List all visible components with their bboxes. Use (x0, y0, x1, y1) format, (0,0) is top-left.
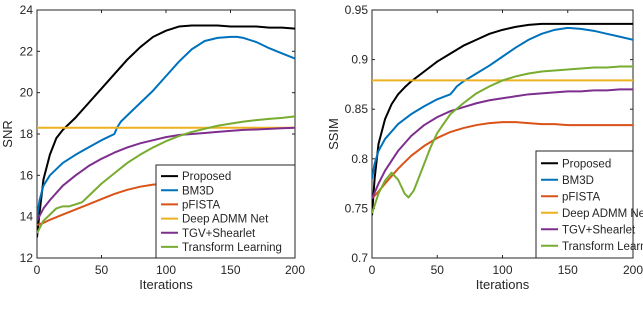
series-line-bm3d (372, 26, 633, 179)
legend-entry: Transform Learning (562, 241, 643, 253)
legend-entry: Proposed (562, 158, 611, 170)
x-tick-label: 0 (369, 263, 376, 277)
series-line-transform-learning (372, 65, 633, 214)
y-tick-label: 12 (20, 251, 34, 265)
legend-entry: BM3D (182, 185, 214, 197)
y-tick-label: 16 (20, 168, 34, 182)
y-tick-label: 0.7 (351, 251, 368, 265)
y-tick-label: 22 (20, 44, 34, 58)
x-tick-label: 0 (34, 263, 41, 277)
x-axis-label: Iterations (139, 277, 193, 292)
ssim-chart: 0 50 100 150 200 0.7 0.75 0.8 0.85 0.9 0.95 Iterati… (326, 3, 643, 292)
y-tick-label: 14 (20, 210, 34, 224)
y-tick-label: 0.85 (345, 102, 369, 116)
series-line-pfista (372, 121, 633, 200)
snr-series-group (37, 24, 295, 238)
legend-entry: pFISTA (182, 199, 220, 211)
legend-entry: TGV+Shearlet (182, 228, 256, 240)
x-tick-label: 50 (95, 263, 109, 277)
y-tick-label: 18 (20, 127, 34, 141)
x-tick-label: 150 (558, 263, 578, 277)
legend-entry: BM3D (562, 175, 594, 187)
y-tick-label: 20 (20, 86, 34, 100)
y-tick-label: 0.75 (345, 201, 369, 215)
x-axis-label: Iterations (476, 277, 530, 292)
x-tick-label: 150 (220, 263, 240, 277)
legend-entry: Deep ADMM Net (182, 214, 269, 226)
y-axis-label: SSIM (326, 118, 341, 150)
series-line-tgv-shearlet (372, 88, 633, 199)
legend-box (155, 164, 296, 259)
series-line-proposed (37, 24, 295, 238)
x-tick-label: 200 (623, 263, 643, 277)
legend-entry: pFISTA (562, 191, 600, 203)
y-tick-label: 24 (20, 3, 34, 17)
ssim-series-group (372, 22, 633, 216)
series-line-transform-learning (37, 115, 295, 234)
series-line-tgv-shearlet (37, 126, 295, 222)
series-line-proposed (372, 22, 633, 216)
series-line-bm3d (37, 35, 295, 217)
x-tick-label: 100 (492, 263, 512, 277)
y-tick-label: 0.95 (345, 3, 369, 17)
x-tick-label: 50 (431, 263, 445, 277)
y-tick-label: 0.9 (351, 53, 368, 67)
snr-legend: Proposed BM3D pFISTA Deep ADMM Net TGV+Shear… (155, 164, 296, 259)
x-tick-label: 200 (285, 263, 305, 277)
legend-box (535, 150, 634, 259)
snr-chart: 0 50 100 150 200 12 14 16 18 20 22 24 Iterations SNR P… (0, 3, 305, 292)
legend-entry: TGV+Shearlet (562, 224, 636, 236)
legend-entry: Proposed (182, 171, 231, 183)
y-axis-label: SNR (0, 120, 15, 147)
y-tick-label: 0.8 (351, 152, 368, 166)
ssim-legend: Proposed BM3D pFISTA Deep ADMM Net TGV+Shear… (535, 150, 643, 259)
legend-entry: Deep ADMM Net (562, 208, 643, 220)
x-tick-label: 100 (156, 263, 176, 277)
legend-entry: Transform Learning (182, 242, 282, 254)
